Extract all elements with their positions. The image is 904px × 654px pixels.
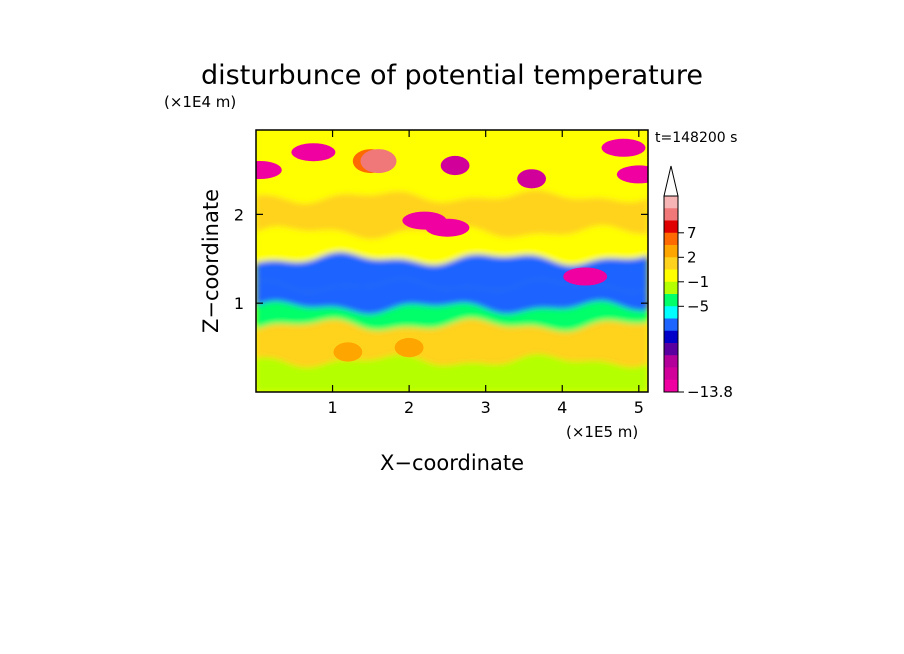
contour-feature [563, 267, 608, 286]
colorbar-swatch [664, 257, 678, 270]
y-tick-label: 1 [234, 294, 244, 313]
colorbar-swatch [664, 367, 678, 381]
colorbar-swatch [664, 294, 678, 307]
colorbar-label: −5 [687, 297, 709, 315]
contour-feature [291, 143, 336, 162]
contour-band [256, 251, 648, 293]
colorbar-swatch [664, 379, 678, 393]
x-unit-label: (×1E5 m) [566, 423, 638, 441]
contour-band [256, 300, 648, 332]
colorbar: 7 2 −1 −5 −13.8 [663, 165, 733, 401]
colorbar-swatch [664, 220, 678, 234]
plot-frame [255, 129, 649, 393]
colorbar-swatch [664, 306, 678, 319]
colorbar-swatch [664, 208, 678, 221]
colorbar-label: −13.8 [687, 383, 733, 401]
y-tick-label: 2 [234, 205, 244, 224]
x-tick-label: 1 [327, 398, 337, 417]
x-tick-label: 4 [557, 398, 567, 417]
contour-band [256, 318, 648, 368]
colorbar-label: 7 [687, 224, 697, 242]
colorbar-swatch [664, 330, 678, 344]
chart-title: disturbunce of potential temperature [201, 60, 703, 91]
colorbar-swatch [664, 355, 678, 368]
colorbar-frame [663, 195, 679, 393]
plot-area: 1 2 3 4 5 1 2 [234, 129, 649, 417]
contour-feature [440, 155, 470, 176]
contour-feature [333, 342, 363, 362]
x-tick-label: 2 [404, 398, 414, 417]
contour-band [256, 354, 648, 392]
colorbar-swatch [664, 245, 678, 258]
contour-feature [425, 218, 470, 237]
contour-feature [256, 161, 282, 179]
colorbar-swatch [664, 196, 678, 209]
colorbar-swatch [664, 281, 678, 295]
contour-feature [394, 338, 424, 358]
time-label: t=148200 s [655, 130, 737, 146]
x-tick-label: 5 [634, 398, 644, 417]
colorbar-label: −1 [687, 273, 709, 291]
y-unit-label: (×1E4 m) [164, 93, 236, 111]
axis-ticks: 1 2 3 4 5 1 2 [234, 130, 648, 417]
contour-field [256, 130, 648, 392]
contour-feature [360, 149, 397, 174]
colorbar-swatch [664, 269, 678, 283]
colorbar-swatch [664, 343, 678, 356]
y-axis-label: Z−coordinate [199, 189, 223, 333]
colorbar-swatch [664, 318, 678, 332]
contour-feature [616, 165, 648, 184]
x-axis-label: X−coordinate [380, 451, 524, 475]
x-tick-label: 3 [481, 398, 491, 417]
contour-feature [601, 138, 646, 157]
colorbar-swatch [664, 232, 678, 246]
contour-band [256, 278, 648, 315]
contour-band [256, 189, 648, 240]
contour-feature [517, 169, 546, 189]
colorbar-label: 2 [687, 248, 697, 266]
colorbar-extend-arrow [663, 165, 679, 197]
contour-band [256, 225, 648, 266]
